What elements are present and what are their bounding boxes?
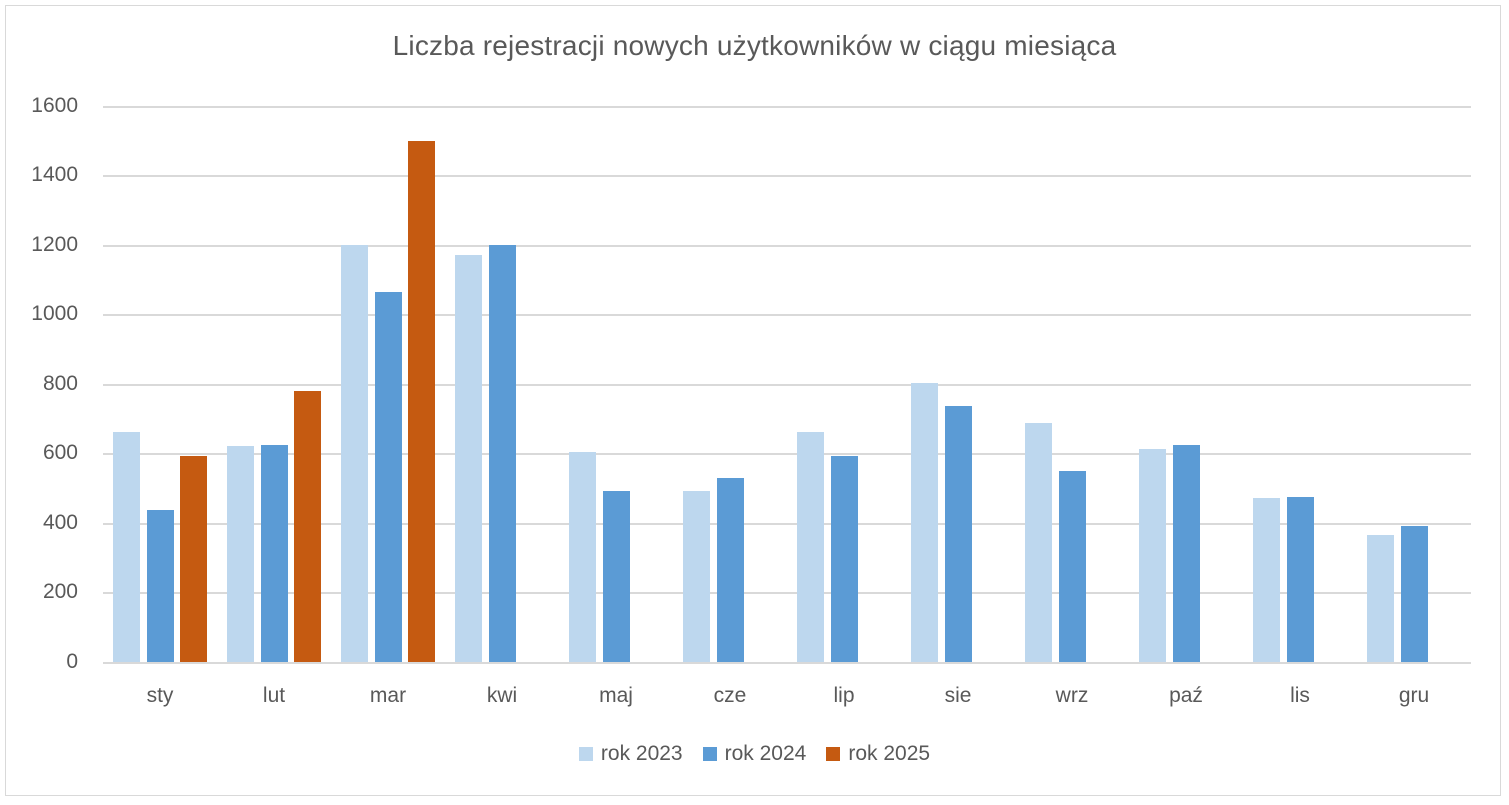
x-tick-label: lut (262, 684, 286, 707)
gridline (103, 453, 1471, 456)
x-tick-label: paź (1169, 684, 1203, 707)
x-tick-label: mar (369, 684, 407, 707)
y-tick-label: 600 (42, 441, 78, 465)
bar-mar-rok-2024 (374, 292, 402, 663)
bar-gru-rok-2023 (1367, 534, 1394, 663)
bar-lis-rok-2023 (1253, 497, 1280, 663)
bar-mar-rok-2023 (341, 244, 368, 663)
bar-sie-rok-2023 (911, 383, 938, 663)
bar-sty-rok-2023 (113, 431, 140, 663)
x-axis-line (103, 661, 1471, 664)
gridline (103, 314, 1471, 317)
bar-sie-rok-2024 (944, 405, 972, 663)
y-tick-label: 0 (66, 649, 78, 673)
bar-lut-rok-2024 (260, 444, 288, 663)
bar-wrz-rok-2024 (1058, 470, 1086, 663)
legend-label: rok 2025 (848, 742, 931, 765)
legend-swatch-icon (826, 747, 841, 761)
y-tick-label: 1600 (31, 94, 78, 117)
gridline (103, 244, 1471, 247)
gridline (103, 522, 1471, 525)
x-tick-label: cze (713, 684, 747, 707)
y-tick-label: 200 (42, 580, 78, 604)
legend: rok 2023 rok 2024 rok 2025 (0, 742, 1509, 766)
x-tick-label: sty (146, 684, 174, 707)
y-tick-label: 1400 (31, 163, 78, 187)
bar-maj-rok-2023 (569, 452, 596, 663)
gridline (103, 592, 1471, 595)
gridline (103, 175, 1471, 178)
x-tick-label: lip (833, 684, 855, 707)
chart-frame (5, 5, 1501, 796)
chart-title: Liczba rejestracji nowych użytkowników w… (392, 30, 1117, 61)
legend-item: rok 2023 (578, 742, 683, 766)
bar-paź-rok-2023 (1139, 448, 1166, 663)
bar-mar-rok-2025 (408, 141, 435, 663)
y-tick-label: 1200 (31, 232, 78, 256)
bar-cze-rok-2023 (683, 490, 710, 663)
bar-lip-rok-2024 (830, 455, 858, 663)
x-tick-label: wrz (1055, 684, 1089, 707)
legend-label: rok 2023 (600, 742, 683, 765)
bar-lip-rok-2023 (797, 431, 824, 663)
bar-gru-rok-2024 (1400, 526, 1428, 663)
x-tick-label: lis (1290, 684, 1310, 707)
x-tick-label: sie (944, 684, 972, 707)
gridline (103, 383, 1471, 386)
x-tick-label: gru (1398, 684, 1430, 707)
bar-kwi-rok-2024 (488, 245, 516, 663)
x-tick-label: maj (599, 684, 633, 707)
bar-wrz-rok-2023 (1025, 422, 1052, 663)
legend-item: rok 2024 (702, 742, 807, 766)
bar-paź-rok-2024 (1172, 444, 1200, 663)
y-tick-label: 800 (42, 371, 78, 395)
bar-lis-rok-2024 (1286, 496, 1314, 663)
bar-lut-rok-2025 (294, 390, 321, 663)
bar-kwi-rok-2023 (455, 254, 482, 663)
gridline (103, 106, 1471, 108)
y-tick-label: 400 (42, 510, 78, 534)
bar-lut-rok-2023 (227, 446, 254, 663)
bar-sty-rok-2025 (180, 455, 207, 663)
bar-sty-rok-2024 (146, 509, 174, 663)
y-tick-label: 1000 (31, 302, 78, 326)
legend-item: rok 2025 (826, 742, 930, 766)
legend-swatch-icon (578, 747, 593, 761)
bar-maj-rok-2024 (602, 490, 630, 663)
legend-label: rok 2024 (724, 742, 807, 765)
legend-swatch-icon (702, 747, 717, 761)
x-tick-label: kwi (486, 684, 518, 707)
bar-cze-rok-2024 (716, 478, 744, 663)
